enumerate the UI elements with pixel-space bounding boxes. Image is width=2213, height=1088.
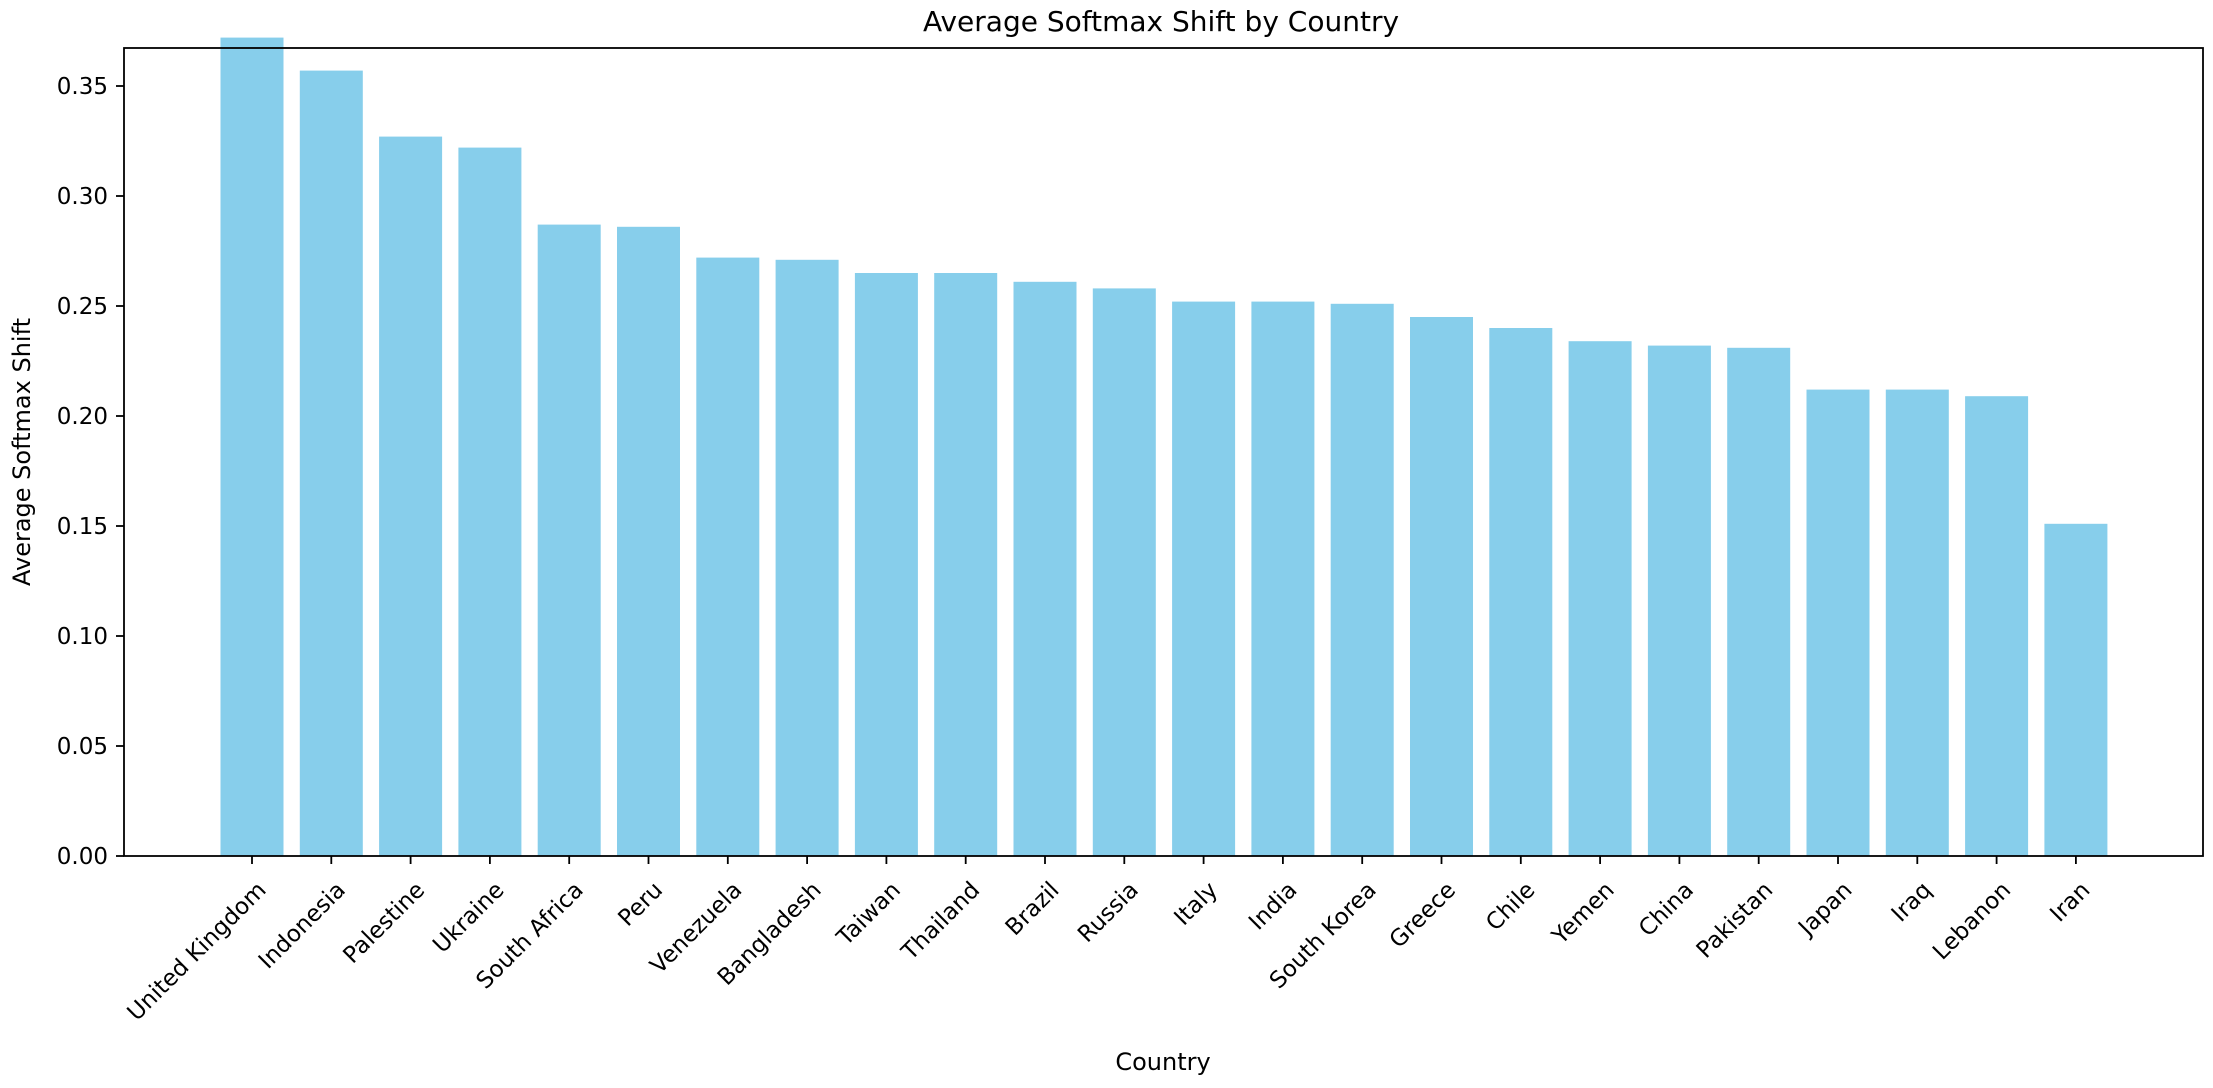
x-tick-label: Yemen — [1547, 877, 1620, 950]
x-tick-label: Iraq — [1887, 877, 1937, 927]
y-tick-label: 0.35 — [57, 74, 108, 100]
bar-india — [1251, 301, 1315, 857]
bar-south-korea — [1330, 303, 1394, 856]
y-tick-label: 0.25 — [57, 294, 108, 320]
x-axis-ticks: United KingdomIndonesiaPalestineUkraineS… — [123, 856, 2095, 1026]
y-tick-label: 0.30 — [57, 184, 108, 210]
bar-south-africa — [537, 224, 601, 857]
bar-united-kingdom — [220, 37, 284, 857]
bar-taiwan — [854, 273, 918, 856]
y-tick-label: 0.20 — [57, 404, 108, 430]
bar-russia — [1092, 288, 1156, 856]
bar-ukraine — [458, 147, 522, 857]
plot-frame — [123, 47, 2204, 857]
bar-lebanon — [1965, 396, 2029, 856]
bar-palestine — [379, 136, 443, 857]
bar-brazil — [1013, 281, 1077, 856]
x-tick-label: Russia — [1073, 877, 1144, 948]
bar-china — [1647, 345, 1711, 856]
bar-thailand — [934, 273, 998, 856]
x-axis-label: Country — [1115, 1048, 1210, 1076]
x-tick-label: Peru — [613, 877, 668, 932]
bar-italy — [1172, 301, 1236, 857]
bar-iraq — [1885, 389, 1949, 856]
x-tick-label: United Kingdom — [123, 877, 272, 1026]
x-tick-label: Thailand — [896, 877, 985, 966]
x-tick-label: Lebanon — [1928, 877, 2016, 965]
x-tick-label: Brazil — [1001, 877, 1065, 941]
x-tick-label: Ukraine — [428, 877, 509, 958]
bars-group — [220, 37, 2108, 857]
y-axis-ticks: 0.00 0.05 0.10 0.15 0.20 0.25 0.30 0.35 — [57, 74, 124, 870]
y-tick-label: 0.00 — [57, 844, 108, 870]
x-tick-label: Palestine — [339, 877, 431, 969]
x-tick-label: Pakistan — [1692, 877, 1778, 963]
x-tick-label: Chile — [1481, 877, 1540, 936]
x-tick-label: Taiwan — [832, 877, 906, 951]
x-tick-label: Greece — [1385, 877, 1461, 953]
x-tick-label: China — [1634, 877, 1699, 942]
bar-chile — [1489, 328, 1553, 856]
bar-peru — [617, 226, 680, 857]
y-axis-label: Average Softmax Shift — [8, 318, 36, 586]
x-tick-label: India — [1244, 877, 1302, 935]
bar-indonesia — [299, 70, 363, 857]
bar-pakistan — [1727, 347, 1791, 856]
bar-venezuela — [696, 257, 760, 857]
bar-greece — [1410, 317, 1473, 856]
y-tick-label: 0.10 — [57, 624, 108, 650]
y-tick-label: 0.05 — [57, 734, 108, 760]
x-tick-label: Iran — [2045, 877, 2095, 927]
x-tick-label: Indonesia — [254, 877, 351, 974]
chart-title: Average Softmax Shift by Country — [923, 5, 1399, 38]
bar-bangladesh — [775, 259, 839, 856]
x-tick-label: Japan — [1792, 877, 1857, 942]
bar-yemen — [1568, 341, 1632, 856]
x-tick-label: Italy — [1169, 877, 1223, 931]
bar-iran — [2044, 523, 2108, 856]
y-tick-label: 0.15 — [57, 514, 108, 540]
bar-japan — [1806, 389, 1870, 856]
